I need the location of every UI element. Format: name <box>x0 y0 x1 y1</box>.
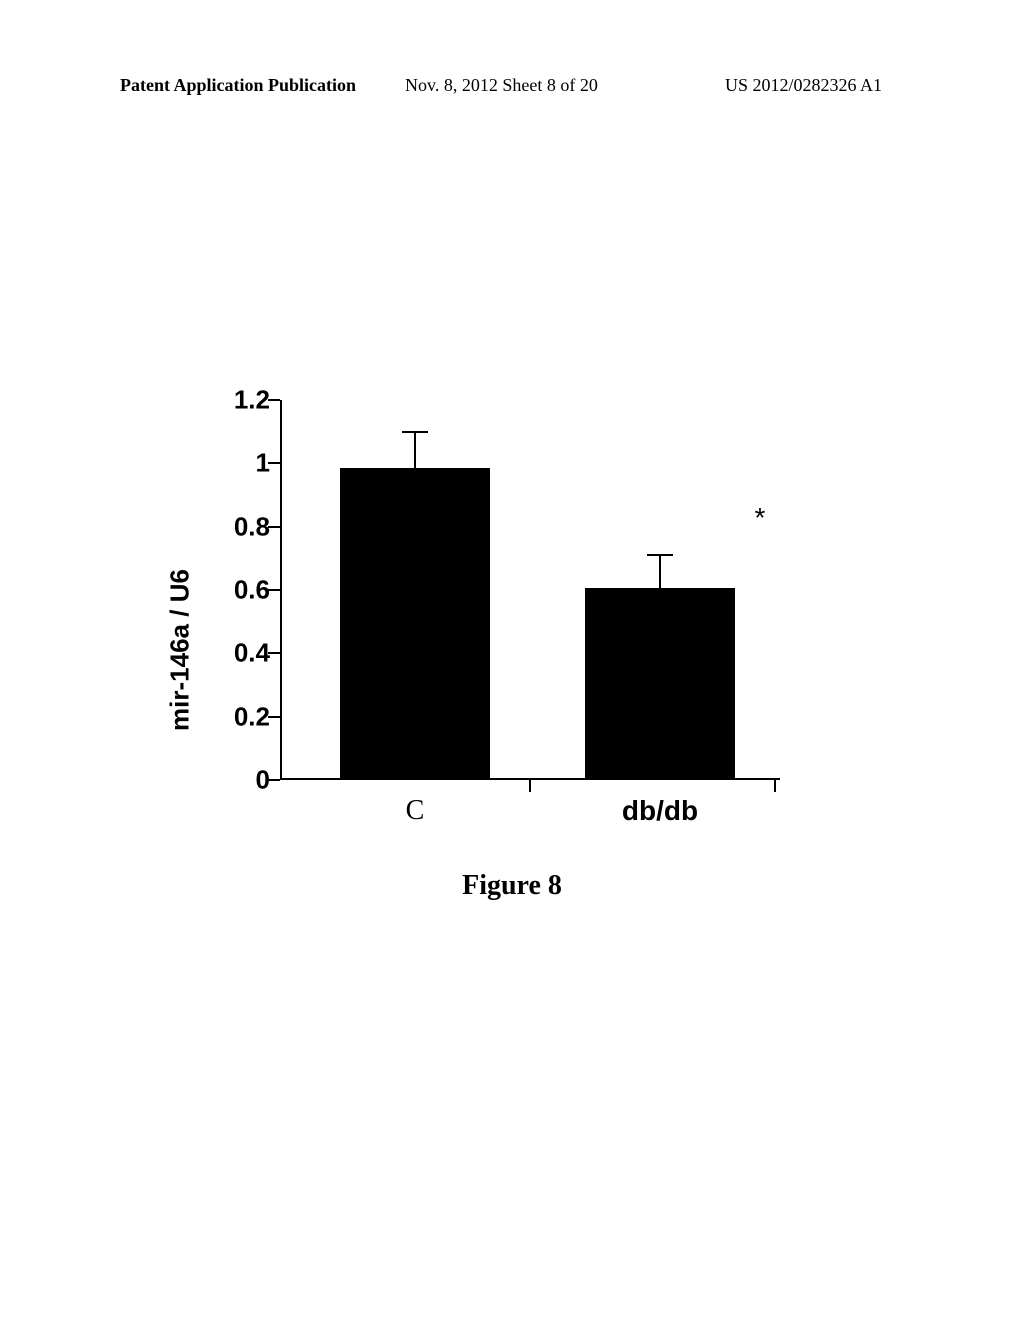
y-axis <box>280 400 282 780</box>
y-tick-label: 0.2 <box>234 701 270 732</box>
error-bar <box>659 555 661 590</box>
y-tick-label: 1 <box>256 448 270 479</box>
error-cap <box>402 431 428 433</box>
error-cap <box>647 554 673 556</box>
x-tick <box>529 780 531 792</box>
y-tick-label: 0.4 <box>234 638 270 669</box>
error-bar <box>414 432 416 470</box>
bar-chart: mir-146a / U6 00.20.40.60.811.2Cdb/db* <box>200 400 800 900</box>
bar <box>585 588 735 778</box>
y-tick-label: 0 <box>256 765 270 796</box>
y-tick-label: 0.8 <box>234 511 270 542</box>
y-tick-label: 1.2 <box>234 385 270 416</box>
plot-area: 00.20.40.60.811.2Cdb/db* <box>280 400 780 780</box>
header-right: US 2012/0282326 A1 <box>725 75 882 96</box>
significance-star: * <box>755 502 766 534</box>
header-left: Patent Application Publication <box>120 75 356 96</box>
x-tick <box>774 780 776 792</box>
y-tick-label: 0.6 <box>234 575 270 606</box>
y-axis-label: mir-146a / U6 <box>165 569 196 731</box>
bar <box>340 468 490 778</box>
x-tick-label: db/db <box>622 795 698 827</box>
x-tick-label: C <box>406 795 425 827</box>
header-center: Nov. 8, 2012 Sheet 8 of 20 <box>405 75 598 96</box>
figure-caption: Figure 8 <box>0 870 1024 902</box>
